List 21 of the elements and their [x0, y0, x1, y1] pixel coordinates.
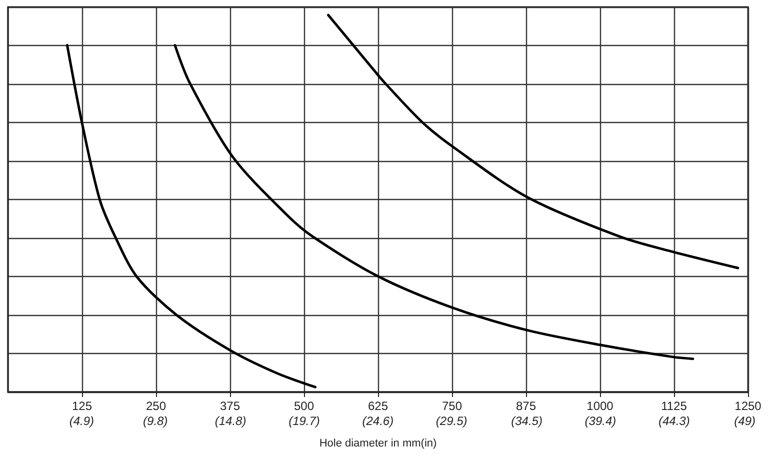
x-tick-label: 875	[516, 399, 536, 413]
x-tick-label: 1125	[661, 399, 688, 413]
x-tick-label: 125	[72, 399, 92, 413]
x-tick-label: 1000	[586, 399, 614, 413]
x2-tick-label: (4.9)	[69, 414, 94, 428]
x-tick-label: 1250	[734, 399, 762, 413]
x2-tick-label: (19.7)	[288, 414, 320, 428]
x-tick-label: 250	[146, 399, 166, 413]
x2-tick-label: (24.6)	[362, 414, 394, 428]
x2-tick-label: (9.8)	[143, 414, 168, 428]
x-tick-label: 375	[220, 399, 240, 413]
x2-tick-label: (49)	[734, 414, 756, 428]
x2-tick-label: (14.8)	[214, 414, 246, 428]
x-axis-title: Hole diameter in mm(in)	[319, 438, 437, 450]
x-tick-label: 500	[294, 399, 314, 413]
x2-tick-label: (34.5)	[511, 414, 542, 428]
x2-tick-label: (44.3)	[658, 414, 690, 428]
x-tick-label: 625	[368, 399, 388, 413]
x-tick-label: 750	[442, 399, 462, 413]
x2-tick-label: (39.4)	[584, 414, 616, 428]
x2-tick-label: (29.5)	[436, 414, 468, 428]
